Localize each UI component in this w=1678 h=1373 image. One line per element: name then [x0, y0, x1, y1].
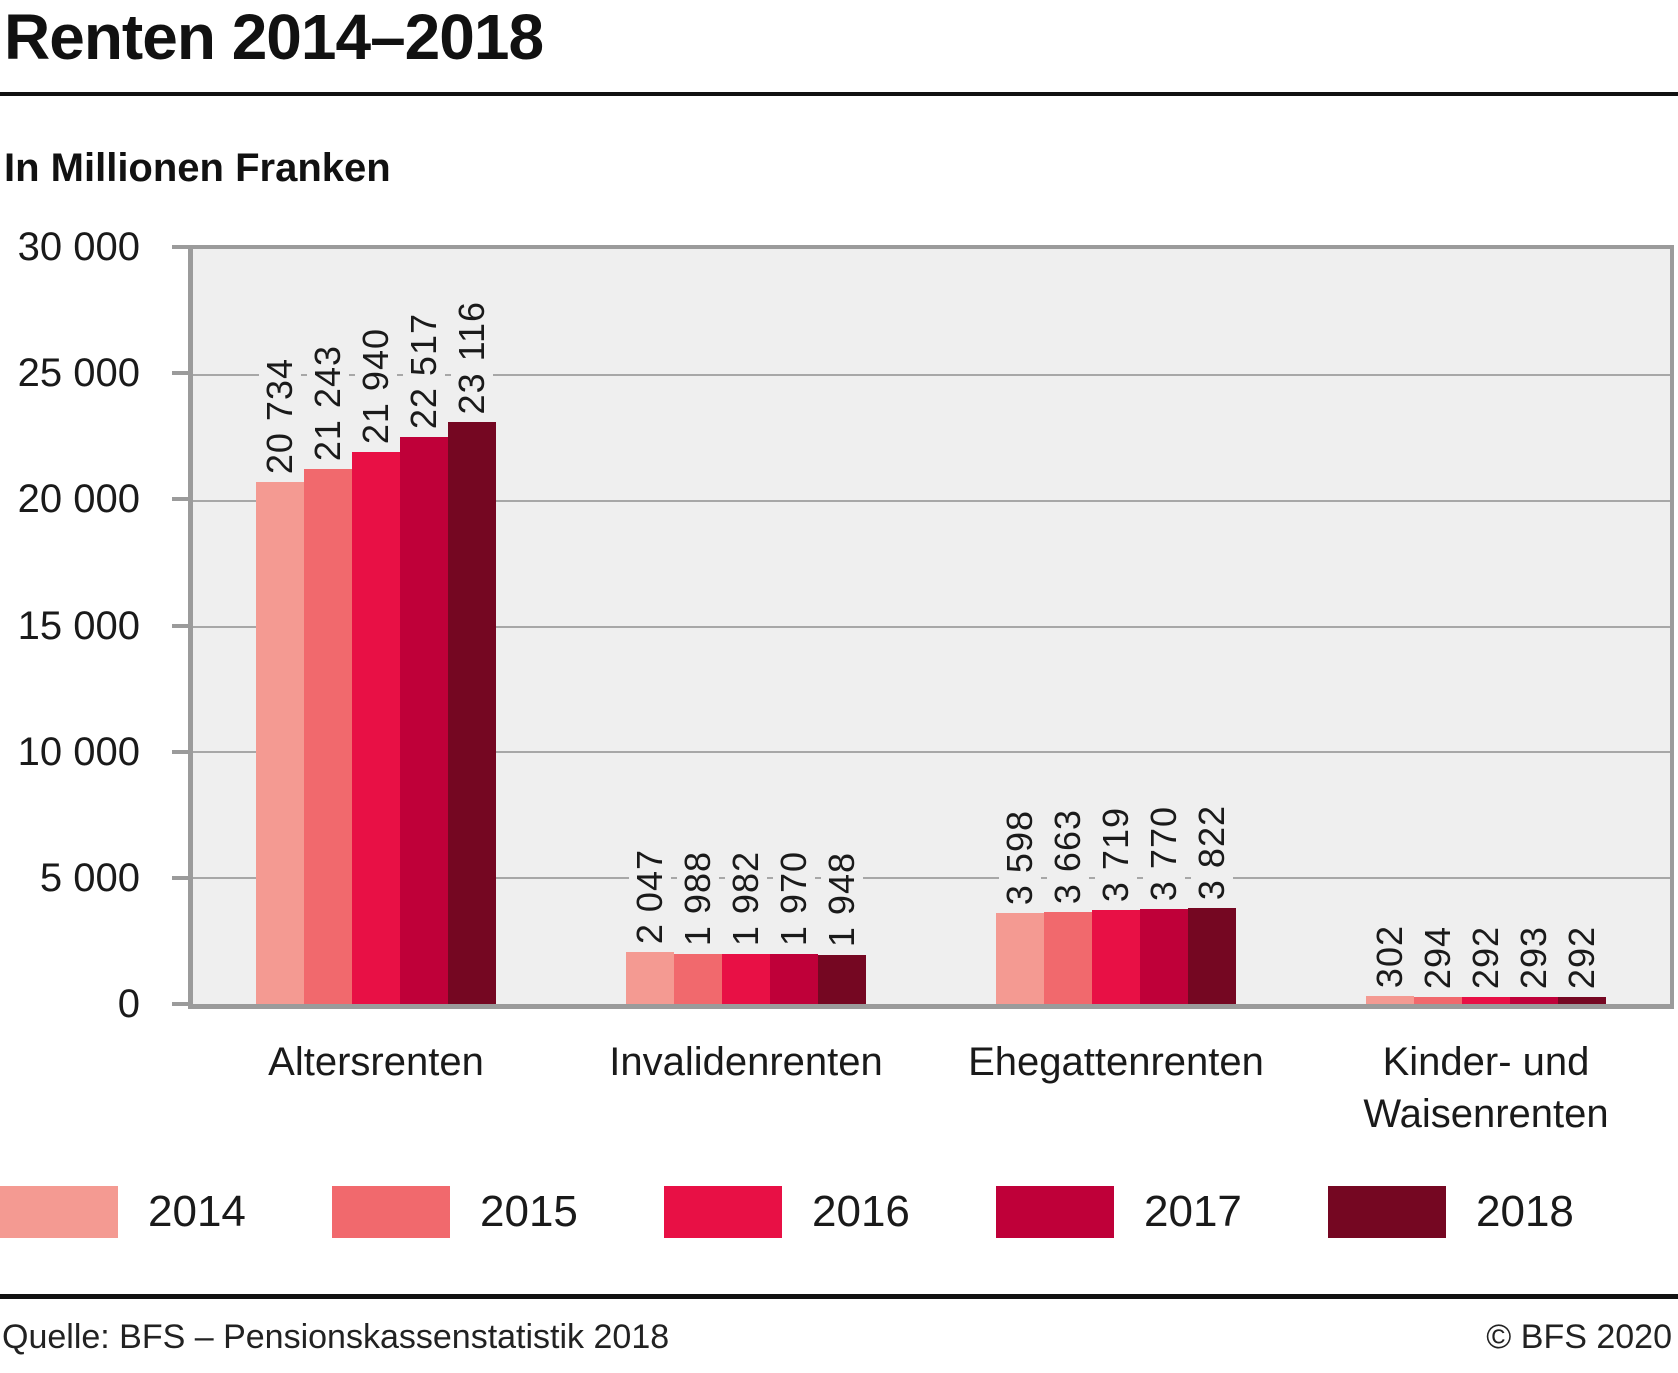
bar-value-label: 3 719: [1095, 807, 1137, 903]
title-divider: [0, 92, 1678, 96]
gridline: [193, 751, 1670, 754]
bar-2018-4: [1558, 996, 1606, 1004]
bar-2015-4: [1414, 996, 1462, 1004]
bar-value-label: 293: [1513, 925, 1555, 989]
legend-color-swatch: [996, 1186, 1114, 1238]
legend-year-label: 2014: [148, 1187, 246, 1236]
legend-item-2016: 2016: [664, 1186, 910, 1238]
bar-2014-1: [256, 482, 304, 1004]
bar-value-label: 1 988: [677, 850, 719, 946]
y-axis-tick-mark: [172, 1002, 188, 1006]
legend-year-label: 2018: [1476, 1187, 1574, 1236]
bar-2017-1: [400, 437, 448, 1004]
legend-color-swatch: [1328, 1186, 1446, 1238]
gridline: [193, 625, 1670, 628]
legend-color-swatch: [0, 1186, 118, 1238]
gridline: [193, 499, 1670, 502]
bar-value-label: 21 243: [307, 345, 349, 462]
y-axis-tick-label: 25 000: [17, 351, 140, 396]
bar-2016-2: [722, 954, 770, 1004]
bar-value-label: 20 734: [259, 358, 301, 475]
bar-value-label: 3 663: [1047, 808, 1089, 904]
bar-2015-1: [304, 469, 352, 1004]
y-axis-tick-label: 15 000: [17, 603, 140, 648]
y-axis-tick-mark: [172, 497, 188, 502]
y-axis-tick-mark: [172, 749, 188, 754]
gridline: [193, 373, 1670, 376]
bar-value-label: 21 940: [355, 327, 397, 444]
y-axis-tick-label: 5 000: [39, 855, 140, 900]
bar-value-label: 3 598: [999, 810, 1041, 906]
category-label: Invalidenrenten: [609, 1040, 883, 1084]
category-label: Ehegattenrenten: [968, 1040, 1264, 1084]
legend-item-2014: 2014: [0, 1186, 246, 1238]
bar-value-label: 294: [1417, 925, 1459, 989]
bar-2018-1: [448, 422, 496, 1004]
legend-item-2015: 2015: [332, 1186, 578, 1238]
bar-2017-3: [1140, 909, 1188, 1004]
y-axis-tick-label: 20 000: [17, 477, 140, 522]
bar-value-label: 1 948: [821, 851, 863, 947]
legend-item-2018: 2018: [1328, 1186, 1574, 1238]
plot-area: 20 734 21 243 21 940 22 517 23 116 2 047 1 988…: [188, 245, 1674, 1009]
bar-2015-3: [1044, 911, 1092, 1004]
bar-value-label: 3 770: [1143, 806, 1185, 902]
bar-2018-2: [818, 954, 866, 1004]
bar-2016-3: [1092, 910, 1140, 1004]
y-axis-tick-label: 10 000: [17, 729, 140, 774]
bar-2016-1: [352, 451, 400, 1004]
y-axis-tick-mark: [172, 371, 188, 376]
bar-2016-4: [1462, 996, 1510, 1004]
bar-2015-2: [674, 953, 722, 1004]
y-axis-tick-mark: [172, 245, 188, 249]
bar-value-label: 2 047: [629, 849, 671, 945]
legend-year-label: 2016: [812, 1187, 910, 1236]
y-axis-tick-label: 30 000: [17, 225, 140, 269]
bar-value-label: 1 982: [725, 851, 767, 947]
bar-value-label: 1 970: [773, 851, 815, 947]
bar-value-label: 22 517: [403, 313, 445, 430]
bar-2017-4: [1510, 996, 1558, 1004]
bar-2014-4: [1366, 996, 1414, 1004]
legend-color-swatch: [332, 1186, 450, 1238]
bar-2014-3: [996, 913, 1044, 1004]
bar-2017-2: [770, 954, 818, 1004]
category-label: Kinder- und Waisenrenten: [1363, 1040, 1609, 1136]
bar-value-label: 23 116: [451, 300, 493, 415]
bar-2014-2: [626, 952, 674, 1004]
footer-divider: [0, 1294, 1678, 1299]
source-note: Quelle: BFS – Pensionskassenstatistik 20…: [2, 1318, 670, 1356]
legend-color-swatch: [664, 1186, 782, 1238]
gridline: [193, 877, 1670, 880]
legend-year-label: 2017: [1144, 1187, 1242, 1236]
bar-2018-3: [1188, 907, 1236, 1004]
y-axis-tick-label: 0: [117, 982, 140, 1026]
bar-value-label: 292: [1465, 925, 1507, 989]
y-axis-tick-mark: [172, 875, 188, 880]
bar-value-label: 302: [1369, 925, 1411, 989]
legend-item-2017: 2017: [996, 1186, 1242, 1238]
axis-unit-label: In Millionen Franken: [4, 146, 391, 190]
copyright-note: © BFS 2020: [1486, 1318, 1672, 1356]
bar-value-label: 3 822: [1191, 804, 1233, 900]
legend-year-label: 2015: [480, 1187, 578, 1236]
y-axis-tick-mark: [172, 623, 188, 628]
page-title: Renten 2014–2018: [4, 1, 544, 73]
category-label: Altersrenten: [268, 1040, 484, 1084]
bar-value-label: 292: [1561, 925, 1603, 989]
